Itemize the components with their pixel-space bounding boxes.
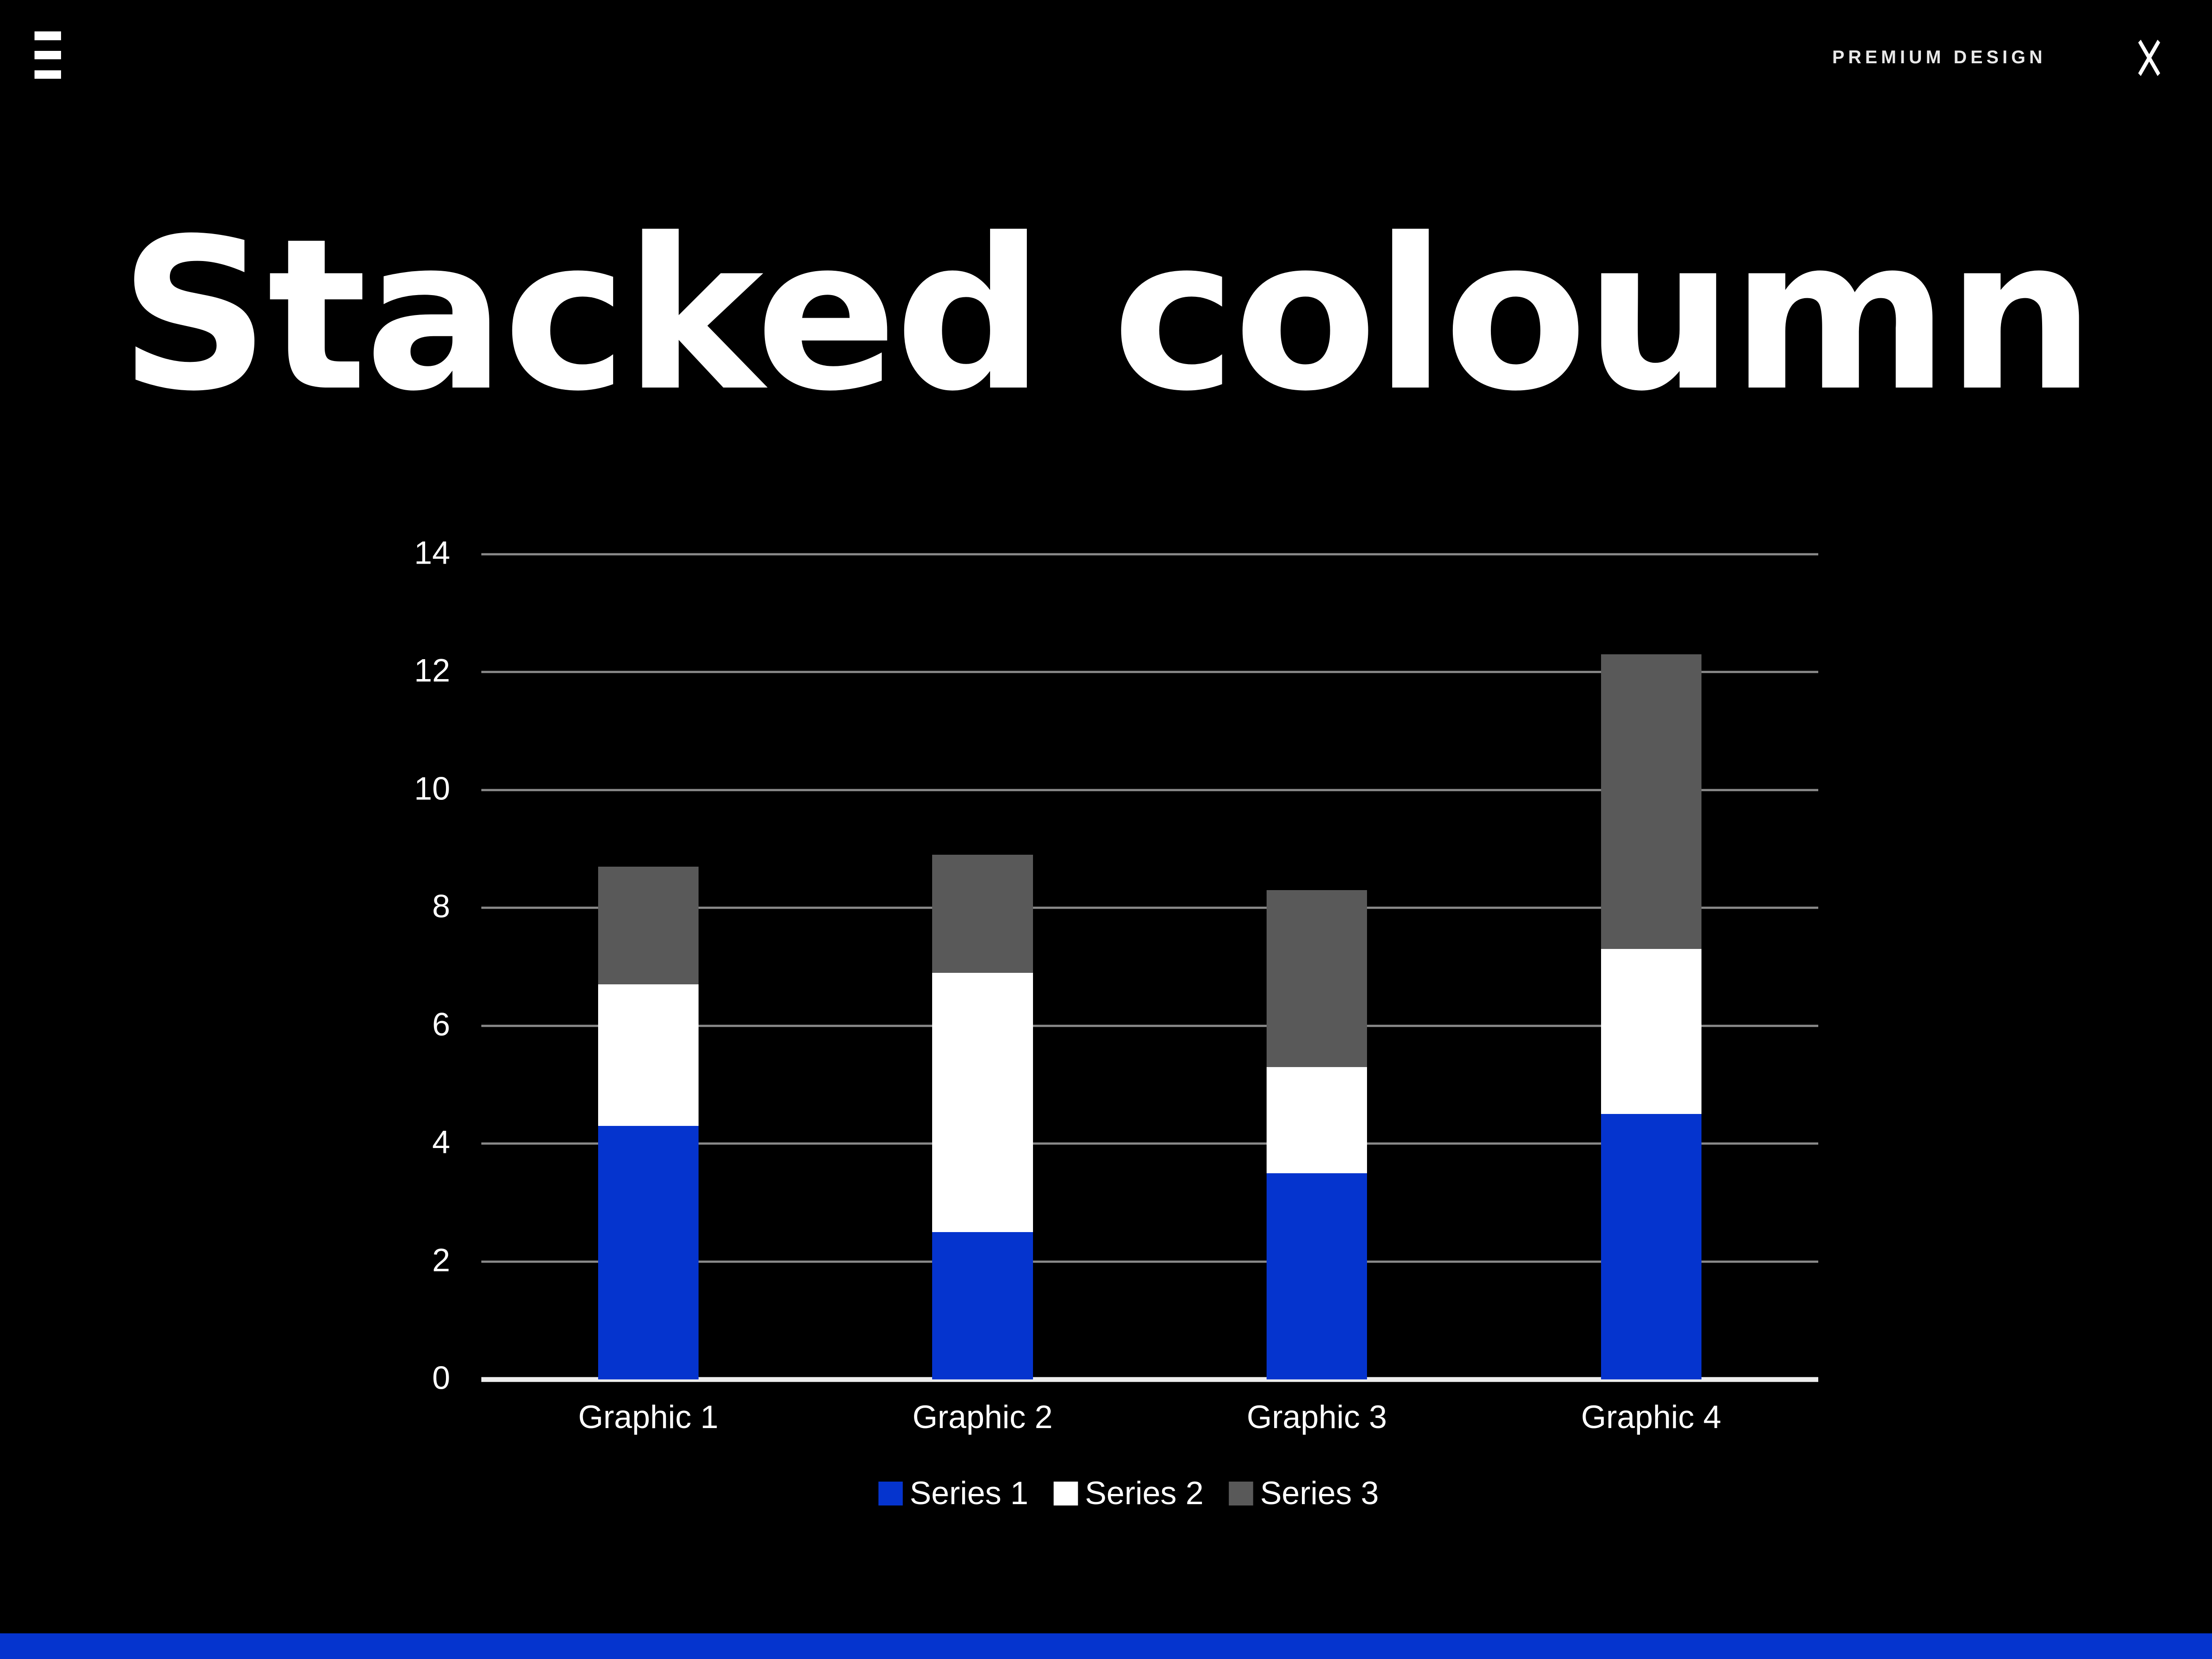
legend-item-series-1: Series 1 <box>878 1475 1029 1512</box>
bar-column-1 <box>598 554 699 1380</box>
legend-label: Series 2 <box>1085 1475 1204 1512</box>
gridline <box>481 1024 1818 1027</box>
stacked-column-chart: 0 2 4 6 8 10 12 14 Graphic 1 Graphic 2 Graphic 3 Gr… <box>414 537 1818 1510</box>
y-tick-label: 12 <box>414 653 450 689</box>
bar-segment-series-1 <box>932 1232 1033 1380</box>
chart-legend: Series 1 Series 2 Series 3 <box>878 1475 1379 1512</box>
menu-button[interactable] <box>34 31 61 79</box>
y-tick-label: 10 <box>414 771 450 807</box>
bar-segment-series-1 <box>1266 1173 1367 1380</box>
footer-accent-bar <box>0 1633 2212 1659</box>
x-category-label: Graphic 1 <box>578 1399 718 1435</box>
gridline <box>481 553 1818 556</box>
bar-column-4 <box>1601 554 1701 1380</box>
y-tick-label: 8 <box>432 888 450 925</box>
legend-swatch-series-3 <box>1229 1481 1253 1506</box>
bar-segment-series-1 <box>598 1126 699 1380</box>
legend-item-series-2: Series 2 <box>1053 1475 1204 1512</box>
bar-column-2 <box>932 554 1033 1380</box>
x-axis-line <box>481 1377 1818 1382</box>
hamburger-menu-icon <box>34 31 61 40</box>
legend-swatch-series-1 <box>878 1481 903 1506</box>
bar-segment-series-3 <box>1601 654 1701 949</box>
slide-title: Stacked coloumn <box>119 193 2095 437</box>
gridline <box>481 788 1818 791</box>
close-icon <box>2138 39 2160 76</box>
bar-segment-series-3 <box>1266 890 1367 1067</box>
gridline <box>481 906 1818 909</box>
bar-segment-series-3 <box>932 855 1033 973</box>
hamburger-menu-icon <box>34 50 61 60</box>
bar-segment-series-2 <box>1266 1067 1367 1173</box>
bar-segment-series-1 <box>1601 1114 1701 1380</box>
y-tick-label: 6 <box>432 1006 450 1043</box>
x-category-label: Graphic 2 <box>912 1399 1053 1435</box>
gridline <box>481 1142 1818 1145</box>
plot-area: 0 2 4 6 8 10 12 14 Graphic 1 Graphic 2 Graphic 3 Gr… <box>414 537 1818 1433</box>
bar-segment-series-3 <box>598 866 699 985</box>
legend-label: Series 3 <box>1260 1475 1379 1512</box>
gridline <box>481 1260 1818 1263</box>
bar-segment-series-2 <box>932 972 1033 1232</box>
y-tick-label: 0 <box>432 1360 450 1396</box>
bar-segment-series-2 <box>598 984 699 1126</box>
x-category-label: Graphic 4 <box>1581 1399 1721 1435</box>
y-tick-label: 14 <box>414 535 450 571</box>
legend-swatch-series-2 <box>1053 1481 1078 1506</box>
bar-column-3 <box>1266 554 1367 1380</box>
legend-item-series-3: Series 3 <box>1229 1475 1379 1512</box>
bar-segment-series-2 <box>1601 949 1701 1114</box>
legend-label: Series 1 <box>910 1475 1029 1512</box>
y-tick-label: 4 <box>432 1124 450 1160</box>
x-category-label: Graphic 3 <box>1247 1399 1387 1435</box>
gridline <box>481 671 1818 673</box>
brand-text: PREMIUM DESIGN <box>1832 46 2046 67</box>
hamburger-menu-icon <box>34 70 61 79</box>
close-button[interactable] <box>2134 37 2165 79</box>
y-tick-label: 2 <box>432 1242 450 1279</box>
